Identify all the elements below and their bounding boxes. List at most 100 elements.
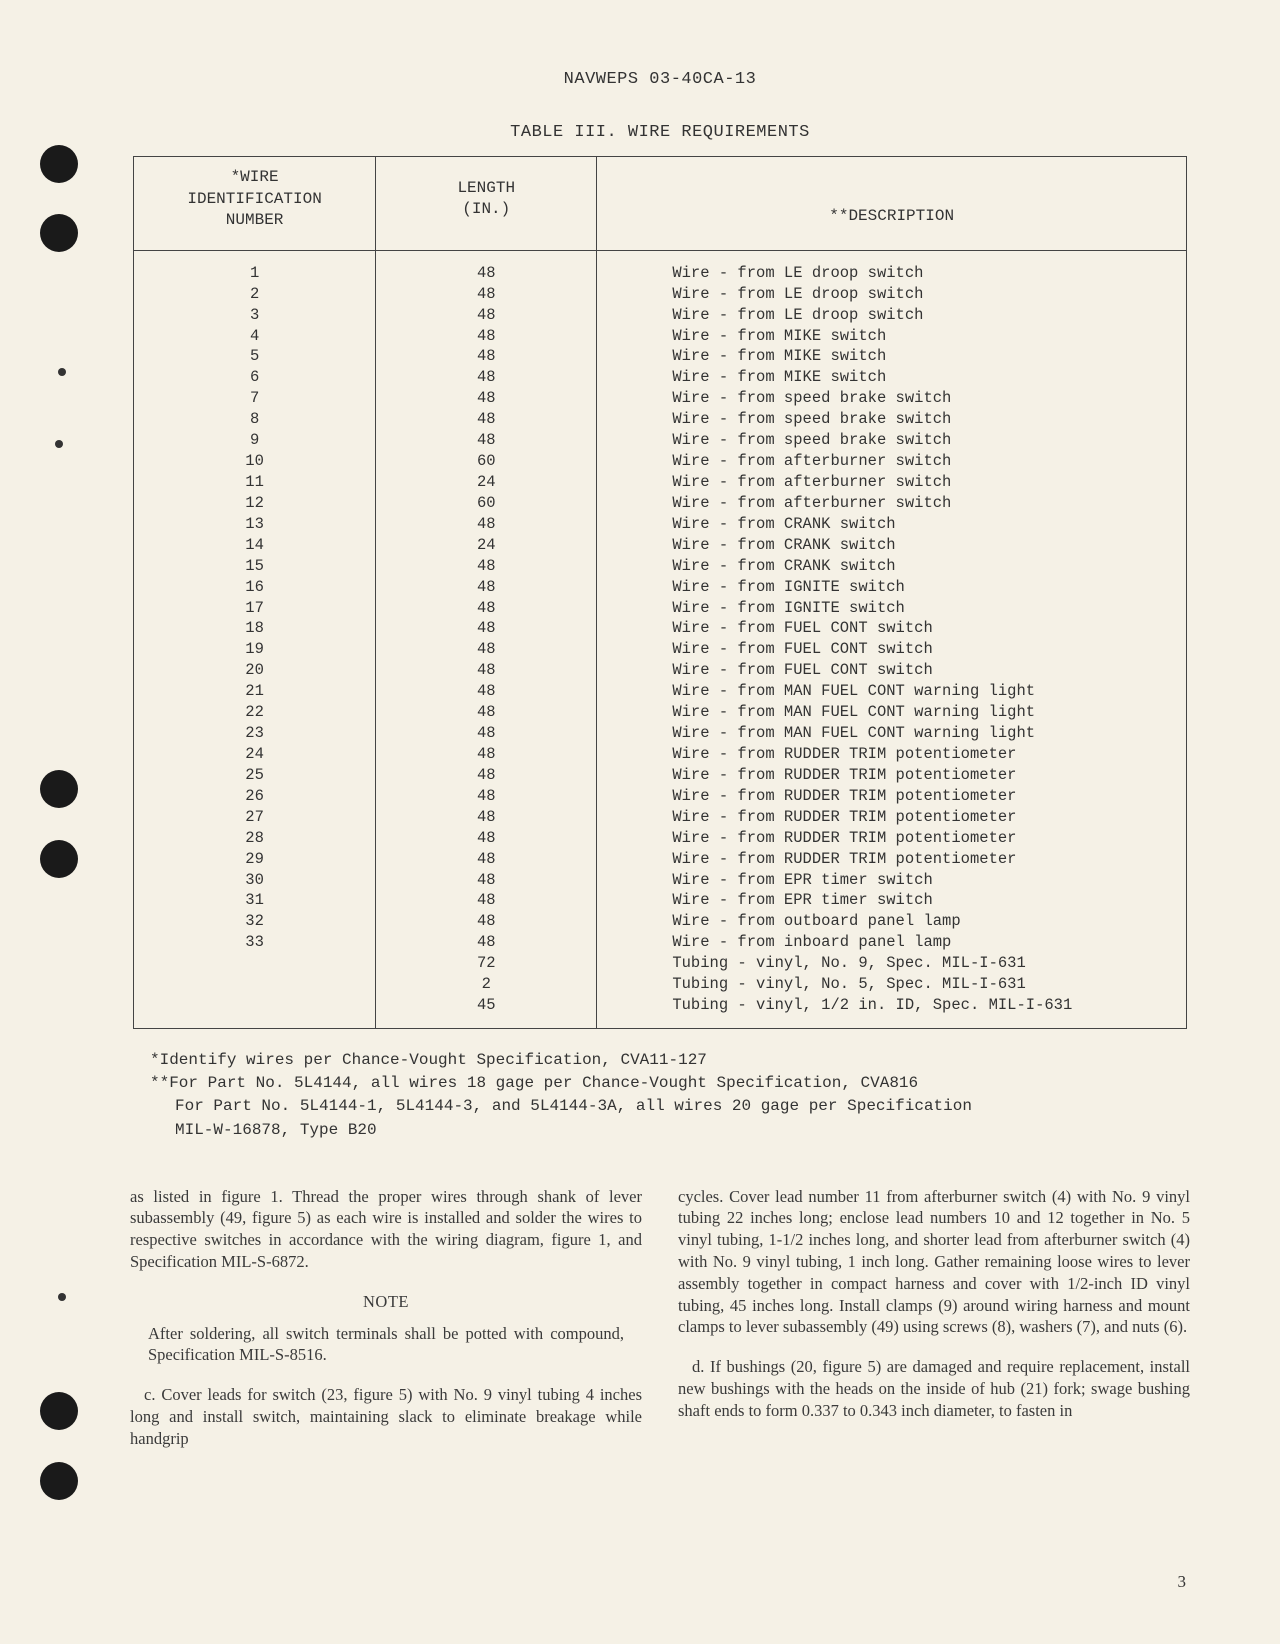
cell-id: 12 <box>134 493 376 514</box>
cell-length: 48 <box>376 660 597 681</box>
cell-id: 6 <box>134 367 376 388</box>
cell-id: 1 <box>134 263 376 284</box>
footnote-line: *Identify wires per Chance-Vought Specif… <box>150 1049 1182 1072</box>
table-row: 848Wire - from speed brake switch <box>134 409 1187 430</box>
cell-length: 48 <box>376 849 597 870</box>
cell-length: 48 <box>376 911 597 932</box>
punch-hole-icon <box>40 770 78 808</box>
cell-description: Wire - from afterburner switch <box>597 451 1187 472</box>
cell-id: 15 <box>134 556 376 577</box>
cell-id: 8 <box>134 409 376 430</box>
cell-description: Wire - from RUDDER TRIM potentiometer <box>597 849 1187 870</box>
cell-id: 17 <box>134 598 376 619</box>
cell-id: 25 <box>134 765 376 786</box>
page-number: 3 <box>1178 1572 1187 1592</box>
cell-length: 48 <box>376 346 597 367</box>
cell-description: Wire - from LE droop switch <box>597 305 1187 326</box>
cell-length: 48 <box>376 430 597 451</box>
cell-description: Wire - from speed brake switch <box>597 409 1187 430</box>
punch-hole-icon <box>40 214 78 252</box>
footnote-line: MIL-W-16878, Type B20 <box>150 1119 1182 1142</box>
cell-description: Wire - from inboard panel lamp <box>597 932 1187 953</box>
cell-length: 48 <box>376 367 597 388</box>
cell-description: Wire - from CRANK switch <box>597 535 1187 556</box>
cell-description: Wire - from MIKE switch <box>597 326 1187 347</box>
cell-length: 72 <box>376 953 597 974</box>
cell-id: 10 <box>134 451 376 472</box>
cell-length: 60 <box>376 493 597 514</box>
cell-length: 48 <box>376 744 597 765</box>
document-header: NAVWEPS 03-40CA-13 <box>130 70 1190 89</box>
cell-id: 30 <box>134 870 376 891</box>
cell-id: 5 <box>134 346 376 367</box>
cell-length: 48 <box>376 556 597 577</box>
table-row: 2848Wire - from RUDDER TRIM potentiomete… <box>134 828 1187 849</box>
cell-length: 48 <box>376 890 597 911</box>
punch-hole-icon <box>40 1392 78 1430</box>
cell-description: Wire - from IGNITE switch <box>597 577 1187 598</box>
cell-length: 48 <box>376 305 597 326</box>
table-row: 948Wire - from speed brake switch <box>134 430 1187 451</box>
cell-length: 2 <box>376 974 597 995</box>
cell-length: 48 <box>376 681 597 702</box>
table-row: 1648Wire - from IGNITE switch <box>134 577 1187 598</box>
col-header-length: LENGTH (IN.) <box>376 157 597 251</box>
table-row: 3148Wire - from EPR timer switch <box>134 890 1187 911</box>
table-row: 648Wire - from MIKE switch <box>134 367 1187 388</box>
cell-description: Wire - from RUDDER TRIM potentiometer <box>597 744 1187 765</box>
cell-id: 14 <box>134 535 376 556</box>
table-row: 1260Wire - from afterburner switch <box>134 493 1187 514</box>
col-header-description: **DESCRIPTION <box>597 157 1187 251</box>
table-title: TABLE III. WIRE REQUIREMENTS <box>130 123 1190 142</box>
cell-length: 48 <box>376 870 597 891</box>
table-row: 3048Wire - from EPR timer switch <box>134 870 1187 891</box>
cell-id: 26 <box>134 786 376 807</box>
cell-length: 48 <box>376 326 597 347</box>
cell-description: Wire - from speed brake switch <box>597 430 1187 451</box>
cell-length: 48 <box>376 932 597 953</box>
cell-id: 24 <box>134 744 376 765</box>
table-row: 1748Wire - from IGNITE switch <box>134 598 1187 619</box>
body-paragraph: d. If bushings (20, figure 5) are damage… <box>678 1356 1190 1421</box>
cell-description: Wire - from EPR timer switch <box>597 890 1187 911</box>
body-text-columns: as listed in figure 1. Thread the proper… <box>130 1186 1190 1452</box>
cell-description: Tubing - vinyl, No. 5, Spec. MIL-I-631 <box>597 974 1187 995</box>
cell-length: 48 <box>376 284 597 305</box>
cell-length: 45 <box>376 995 597 1016</box>
footnote-line: **For Part No. 5L4144, all wires 18 gage… <box>150 1072 1182 1095</box>
table-row: 1424Wire - from CRANK switch <box>134 535 1187 556</box>
cell-length: 48 <box>376 388 597 409</box>
table-row: 248Wire - from LE droop switch <box>134 284 1187 305</box>
document-page: NAVWEPS 03-40CA-13 TABLE III. WIRE REQUI… <box>0 0 1280 1644</box>
cell-id: 16 <box>134 577 376 598</box>
cell-description: Wire - from RUDDER TRIM potentiometer <box>597 807 1187 828</box>
cell-id: 2 <box>134 284 376 305</box>
cell-id: 9 <box>134 430 376 451</box>
cell-description: Wire - from RUDDER TRIM potentiometer <box>597 765 1187 786</box>
cell-description: Wire - from FUEL CONT switch <box>597 639 1187 660</box>
punch-hole-icon <box>40 1462 78 1500</box>
punch-hole-icon <box>40 840 78 878</box>
col-header-id: *WIRE IDENTIFICATION NUMBER <box>134 157 376 251</box>
cell-id <box>134 995 376 1016</box>
left-column: as listed in figure 1. Thread the proper… <box>130 1186 642 1452</box>
cell-id: 22 <box>134 702 376 723</box>
table-row: 148Wire - from LE droop switch <box>134 263 1187 284</box>
speck-icon <box>58 368 66 376</box>
cell-id: 18 <box>134 618 376 639</box>
cell-id: 33 <box>134 932 376 953</box>
cell-id: 27 <box>134 807 376 828</box>
cell-length: 48 <box>376 702 597 723</box>
cell-length: 48 <box>376 263 597 284</box>
table-row: 45Tubing - vinyl, 1/2 in. ID, Spec. MIL-… <box>134 995 1187 1016</box>
cell-description: Wire - from MIKE switch <box>597 346 1187 367</box>
punch-hole-icon <box>40 145 78 183</box>
note-body: After soldering, all switch terminals sh… <box>148 1323 624 1367</box>
table-row: 348Wire - from LE droop switch <box>134 305 1187 326</box>
cell-id <box>134 974 376 995</box>
table-row: 1348Wire - from CRANK switch <box>134 514 1187 535</box>
body-paragraph: as listed in figure 1. Thread the proper… <box>130 1186 642 1273</box>
note-heading: NOTE <box>130 1291 642 1313</box>
table-row: 2048Wire - from FUEL CONT switch <box>134 660 1187 681</box>
cell-length: 48 <box>376 618 597 639</box>
